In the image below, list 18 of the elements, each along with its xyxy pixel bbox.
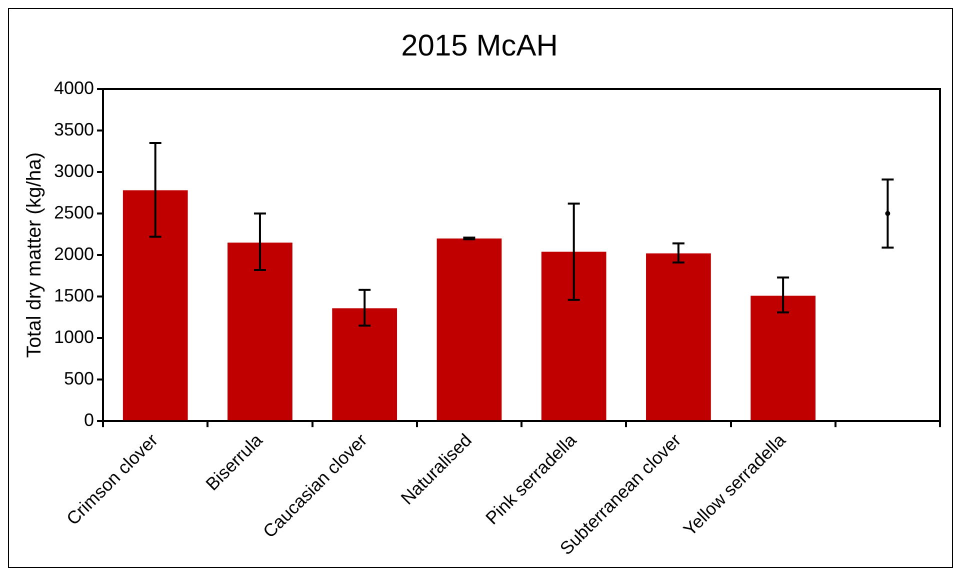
y-tick-label: 500 xyxy=(64,368,94,389)
bar xyxy=(750,296,816,420)
y-tick-label: 3000 xyxy=(54,160,94,181)
y-tick-label: 0 xyxy=(84,410,94,430)
y-tick-label: 1000 xyxy=(54,327,94,348)
chart-title: 2015 McAH xyxy=(401,29,558,62)
bar xyxy=(646,253,711,420)
bar xyxy=(228,242,292,420)
bar xyxy=(436,238,502,420)
bar xyxy=(541,252,606,420)
y-tick-label: 3500 xyxy=(54,119,94,140)
y-axis-title: Total dry matter (kg/ha) xyxy=(24,152,46,358)
bar xyxy=(122,190,188,420)
y-tick-label: 2500 xyxy=(54,202,94,223)
y-tick-label: 2000 xyxy=(54,244,94,264)
y-tick-label: 1500 xyxy=(54,286,94,306)
bar xyxy=(332,308,398,420)
y-tick-label: 4000 xyxy=(54,78,94,98)
